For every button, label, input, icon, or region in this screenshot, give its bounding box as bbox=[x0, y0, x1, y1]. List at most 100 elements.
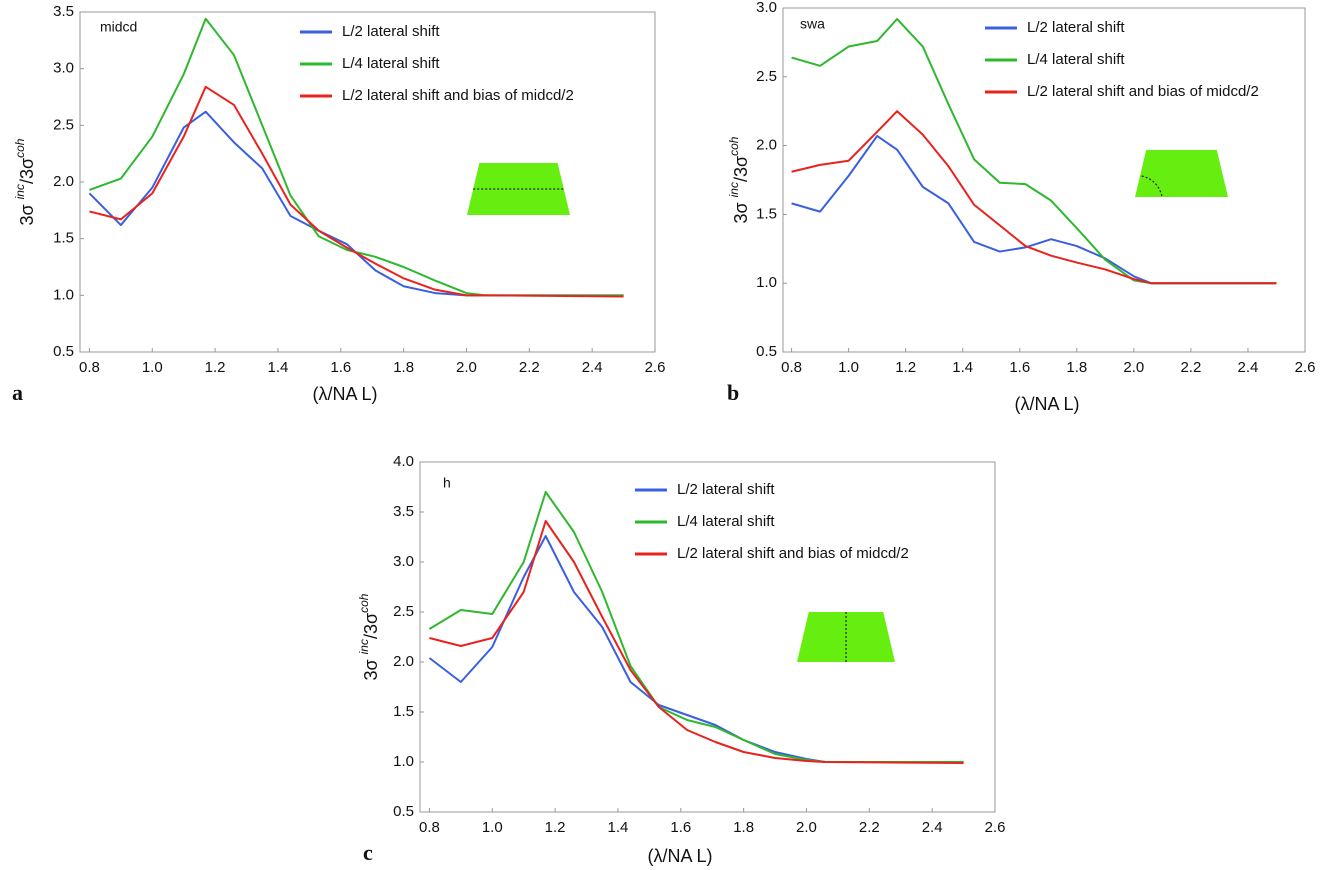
y-tick-label: 2.5 bbox=[393, 603, 414, 620]
y-tick-label: 3.0 bbox=[756, 0, 777, 16]
legend-label: L/2 lateral shift bbox=[677, 481, 775, 498]
y-tick-label: 3.5 bbox=[53, 3, 74, 20]
plot-frame bbox=[782, 7, 1306, 353]
panel-letter: c bbox=[363, 840, 373, 865]
x-tick-label: 1.0 bbox=[142, 359, 163, 376]
panel: 0.8 1.0 1.2 1.4 1.6 1.8 2.0 2.2 2.4 2.6 0.5 1.0 1.5 2… bbox=[12, 3, 665, 405]
y-axis-label: 3σ inc/3σcoh bbox=[13, 138, 37, 225]
legend-label: L/4 lateral shift bbox=[1027, 51, 1125, 68]
data-line bbox=[428, 535, 964, 763]
x-tick-label: 1.0 bbox=[838, 359, 859, 376]
x-tick-label: 1.2 bbox=[205, 359, 226, 376]
y-tick-label: 4.0 bbox=[393, 453, 414, 470]
x-tick-label: 2.6 bbox=[1295, 359, 1316, 376]
data-line bbox=[429, 520, 964, 764]
x-tick-label: 2.6 bbox=[645, 359, 666, 376]
y-label-sup: coh bbox=[727, 136, 741, 156]
x-tick-label: 1.8 bbox=[393, 359, 414, 376]
y-label-sup: coh bbox=[13, 138, 27, 158]
x-tick-label: 2.2 bbox=[519, 359, 540, 376]
annotation: h bbox=[443, 475, 451, 491]
x-tick-label: 2.2 bbox=[1180, 359, 1201, 376]
plot-frame bbox=[419, 461, 996, 813]
y-tick-label: 2.5 bbox=[53, 116, 74, 133]
y-tick-label: 1.0 bbox=[53, 286, 74, 303]
y-tick-label: 1.5 bbox=[756, 205, 777, 222]
panel-letter: a bbox=[12, 380, 23, 405]
legend-label: L/4 lateral shift bbox=[677, 513, 775, 530]
y-label-base: 3σ bbox=[361, 654, 381, 680]
y-label-sup: coh bbox=[357, 593, 371, 613]
x-axis-label: (λ/NA L) bbox=[1014, 394, 1079, 414]
annotation: swa bbox=[800, 16, 825, 32]
x-tick-label: 2.4 bbox=[922, 819, 943, 836]
y-label-base: 3σ bbox=[17, 199, 37, 225]
y-label-sup: inc bbox=[13, 184, 27, 199]
x-tick-label: 1.2 bbox=[545, 819, 566, 836]
x-tick-label: 1.4 bbox=[952, 359, 973, 376]
data-line bbox=[89, 85, 624, 298]
panel: 0.8 1.0 1.2 1.4 1.6 1.8 2.0 2.2 2.4 2.6 0.5 1.0 1.5 2… bbox=[727, 0, 1315, 414]
y-label-sup: inc bbox=[357, 639, 371, 654]
y-axis-label: 3σ inc/3σcoh bbox=[357, 593, 381, 680]
y-label-base: /3σ bbox=[361, 613, 381, 639]
x-tick-label: 1.0 bbox=[482, 819, 503, 836]
x-axis-label: (λ/NA L) bbox=[647, 846, 712, 866]
y-tick-label: 2.0 bbox=[53, 173, 74, 190]
y-tick-label: 1.0 bbox=[756, 274, 777, 291]
y-tick-label: 0.5 bbox=[756, 343, 777, 360]
data-line bbox=[791, 110, 1277, 285]
x-tick-label: 1.6 bbox=[670, 819, 691, 836]
y-label-base: 3σ bbox=[731, 197, 751, 223]
legend-label: L/2 lateral shift and bias of midcd/2 bbox=[677, 545, 909, 562]
x-tick-label: 0.8 bbox=[419, 819, 440, 836]
x-tick-label: 1.8 bbox=[733, 819, 754, 836]
data-line bbox=[88, 110, 624, 297]
y-label-base: /3σ bbox=[17, 158, 37, 184]
legend-label: L/2 lateral shift and bias of midcd/2 bbox=[1027, 83, 1259, 100]
panel: 0.8 1.0 1.2 1.4 1.6 1.8 2.0 2.2 2.4 2.6 0.5 1.0 1.5 2… bbox=[357, 453, 1005, 866]
x-tick-label: 1.4 bbox=[608, 819, 629, 836]
y-tick-label: 0.5 bbox=[393, 803, 414, 820]
legend-label: L/4 lateral shift bbox=[342, 55, 440, 72]
panel-letter: b bbox=[727, 380, 739, 405]
data-line bbox=[791, 18, 1277, 285]
profile-icon bbox=[1135, 150, 1228, 197]
y-tick-label: 1.5 bbox=[53, 230, 74, 247]
x-tick-label: 2.0 bbox=[796, 819, 817, 836]
legend-label: L/2 lateral shift and bias of midcd/2 bbox=[342, 87, 574, 104]
y-tick-label: 0.5 bbox=[53, 343, 74, 360]
y-tick-label: 3.0 bbox=[393, 553, 414, 570]
x-tick-label: 2.0 bbox=[1123, 359, 1144, 376]
x-tick-label: 2.4 bbox=[1238, 359, 1259, 376]
x-tick-label: 1.8 bbox=[1066, 359, 1087, 376]
x-axis-label: (λ/NA L) bbox=[312, 384, 377, 404]
y-tick-label: 1.5 bbox=[393, 703, 414, 720]
y-tick-label: 3.5 bbox=[393, 503, 414, 520]
y-tick-label: 1.0 bbox=[393, 753, 414, 770]
x-tick-label: 0.8 bbox=[781, 359, 802, 376]
icon-marker bbox=[1141, 175, 1163, 198]
x-tick-label: 1.6 bbox=[330, 359, 351, 376]
y-tick-label: 3.0 bbox=[53, 60, 74, 77]
data-line bbox=[89, 17, 624, 297]
y-tick-label: 2.5 bbox=[756, 68, 777, 85]
x-tick-label: 2.4 bbox=[582, 359, 603, 376]
x-tick-label: 2.6 bbox=[985, 819, 1006, 836]
x-tick-label: 2.0 bbox=[456, 359, 477, 376]
y-label-sup: inc bbox=[727, 182, 741, 197]
y-tick-label: 2.0 bbox=[393, 653, 414, 670]
x-tick-label: 1.2 bbox=[895, 359, 916, 376]
legend-label: L/2 lateral shift bbox=[342, 23, 440, 40]
y-tick-label: 2.0 bbox=[756, 137, 777, 154]
y-axis-label: 3σ inc/3σcoh bbox=[727, 136, 751, 223]
x-tick-label: 1.6 bbox=[1009, 359, 1030, 376]
legend-label: L/2 lateral shift bbox=[1027, 19, 1125, 36]
y-label-base: /3σ bbox=[731, 156, 751, 182]
data-line bbox=[791, 134, 1277, 285]
data-line bbox=[428, 491, 964, 763]
x-tick-label: 1.4 bbox=[268, 359, 289, 376]
x-tick-label: 2.2 bbox=[859, 819, 880, 836]
annotation: midcd bbox=[100, 19, 137, 35]
